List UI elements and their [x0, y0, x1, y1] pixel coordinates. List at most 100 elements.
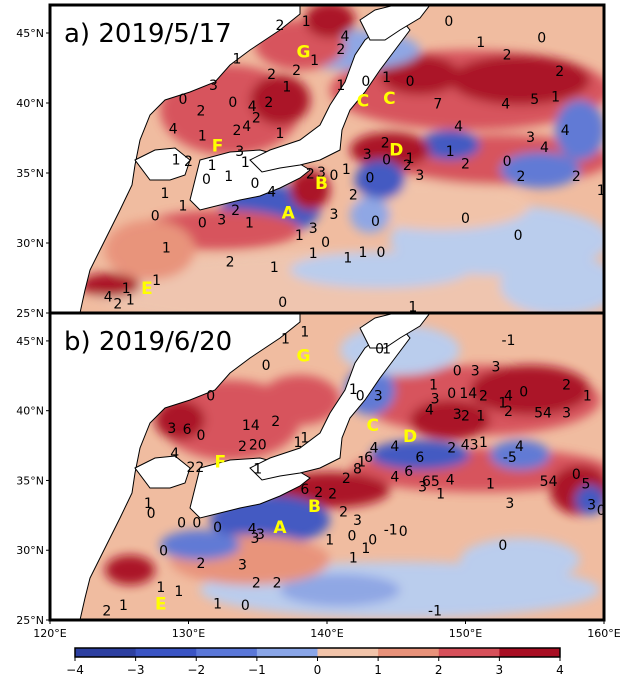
contour-label: 1 [336, 78, 345, 94]
contour-label: 4 [341, 29, 350, 45]
contour-label: 1 [359, 245, 368, 261]
contour-label: 3 [251, 531, 260, 547]
contour-label: 6 [300, 482, 309, 498]
contour-label: 0 [503, 154, 512, 170]
colorbar-segment [317, 648, 379, 657]
region-label-b: B [308, 497, 321, 517]
contour-label: 1 [551, 89, 560, 105]
contour-label: 3 [329, 207, 338, 223]
contour-label: 3 [374, 389, 383, 405]
contour-label: 2 [314, 485, 323, 501]
contour-label: 0 [444, 14, 453, 30]
contour-label: 3 [587, 498, 596, 514]
region-label-g: G [296, 43, 310, 63]
colorbar-tick-label: 3 [496, 663, 504, 677]
contour-label: 1 [275, 126, 284, 142]
contour-label: 6 [364, 450, 373, 466]
contour-label: 14 [242, 418, 260, 434]
contour-label: 4 [501, 96, 510, 112]
contour-label: 2 [273, 576, 282, 592]
colorbar-segment [196, 648, 258, 657]
lon-tick-label: 160°E [587, 627, 620, 640]
contour-label: 3 [363, 147, 372, 163]
colorbar-segment [438, 648, 500, 657]
contour-label: 0 [151, 208, 160, 224]
contour-label: 0 [262, 358, 271, 374]
contour-label: 54 [534, 405, 552, 421]
contour-label: 3 [238, 558, 247, 574]
contour-label: 5 [530, 92, 539, 108]
contour-label: 0 [597, 503, 606, 519]
contour-label: 2 [231, 203, 240, 219]
contour-label: 2 [516, 169, 525, 185]
contour-label: 3 [431, 392, 440, 408]
contour-label: 2 [102, 604, 111, 620]
region-label-c: C [357, 92, 369, 112]
contour-label: 0 [361, 74, 370, 90]
region-label-g: G [296, 346, 310, 366]
contour-label: 0 [537, 31, 546, 47]
contour-label: 4 [446, 472, 455, 488]
contour-label: 2 [562, 378, 571, 394]
lat-tick-label: 35°N [16, 167, 44, 180]
panel-b-lat-axis: 25°N 30°N 35°N 40°N 45°N [16, 335, 50, 627]
contour-label: 1 [281, 332, 290, 348]
contour-label: 4 [454, 119, 463, 135]
contour-label: 1 [349, 551, 358, 567]
contour-label: 0 [375, 341, 384, 357]
contour-label: 1 [172, 152, 181, 168]
contour-label: 3 [505, 496, 514, 512]
contour-label: 2 [461, 157, 470, 173]
region-label-e: E [155, 595, 167, 615]
contour-label: 0 [406, 74, 415, 90]
contour-label: 4 [248, 99, 257, 115]
contour-label: 0 [447, 386, 456, 402]
contour-label: 1 [122, 281, 131, 297]
colorbar-tick-label: −4 [66, 663, 84, 677]
contour-label: 3 [317, 165, 326, 181]
contour-label: 0 [365, 171, 374, 187]
contour-label: 3 [209, 78, 218, 94]
colorbar-tick-label: 4 [556, 663, 564, 677]
contour-label: 3 [235, 144, 244, 160]
contour-label: 5 [582, 477, 591, 493]
contour-label: 1 [300, 325, 309, 341]
contour-label: 3 [471, 364, 480, 380]
contour-label: 65 [422, 474, 440, 490]
lon-tick-label: 140°E [310, 627, 343, 640]
panel-b-title: b) 2019/6/20 [64, 327, 232, 357]
contour-label: 1 [270, 260, 279, 276]
contour-label: 4 [425, 403, 434, 419]
lat-tick-label: 30°N [16, 544, 44, 557]
contour-label: 1 [498, 396, 507, 412]
panel-a-lat-axis: 25°N 30°N 35°N 40°N 45°N [16, 27, 50, 320]
contour-label: 43 [461, 438, 479, 454]
contour-label: 2 [113, 297, 122, 313]
contour-label: 2 [336, 42, 345, 58]
region-label-e: E [141, 279, 153, 299]
contour-label: 1 [479, 435, 488, 451]
contour-label: 4 [248, 521, 257, 537]
contour-label: 1 [476, 408, 485, 424]
contour-label: 6 [415, 450, 424, 466]
region-label-c: C [383, 89, 395, 109]
contour-label: 1 [245, 215, 254, 231]
contour-label: 2 [292, 63, 301, 79]
contour-label: 0 [159, 544, 168, 560]
contour-label: 1 [178, 199, 187, 215]
contour-label: 3 [353, 513, 362, 529]
contour-label: 0 [514, 228, 523, 244]
contour-label: 0 [572, 467, 581, 483]
contour-label: 20 [249, 438, 267, 454]
contour-label: 1 [208, 158, 217, 174]
contour-label: 3 [309, 221, 318, 237]
contour-label: 1 [310, 53, 319, 69]
contour-label: 0 [382, 152, 391, 168]
contour-label: 3 [492, 359, 501, 375]
colorbar-segment [378, 648, 440, 657]
contour-label: 2 [461, 408, 470, 424]
contour-label: 0 [399, 524, 408, 540]
contour-label: 1 [429, 378, 438, 394]
lat-tick-label: 40°N [16, 405, 44, 418]
